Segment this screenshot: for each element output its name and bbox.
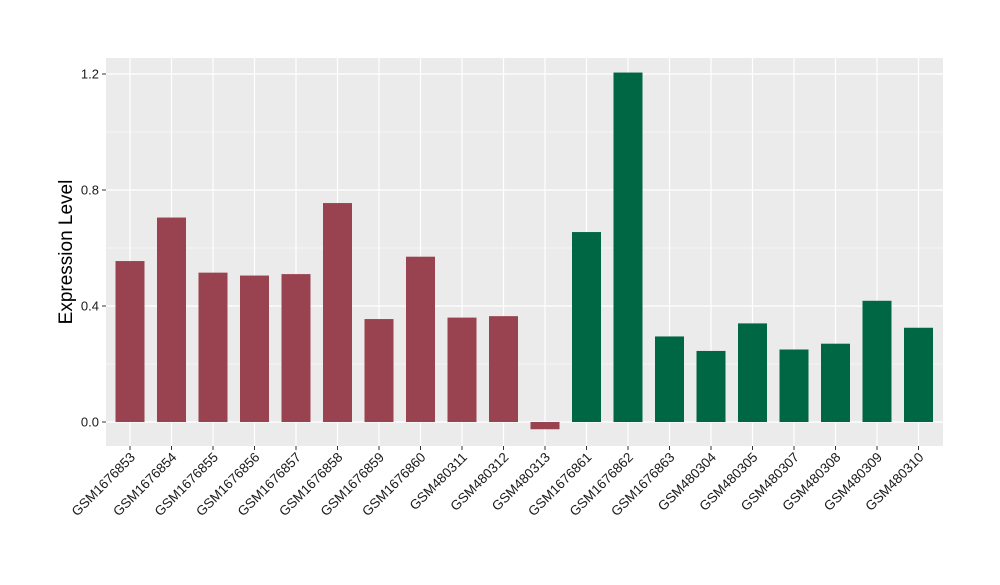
y-tick-label: 1.2 bbox=[81, 67, 99, 82]
bar-GSM480309 bbox=[862, 300, 892, 422]
bar-GSM480313 bbox=[530, 422, 560, 430]
bar-GSM1676862 bbox=[613, 72, 643, 423]
bar-GSM480310 bbox=[904, 327, 933, 422]
bar-GSM1676855 bbox=[198, 272, 228, 422]
y-tick-label: 0.8 bbox=[81, 183, 99, 198]
bar-GSM1676861 bbox=[572, 232, 601, 422]
bar-GSM480311 bbox=[447, 317, 477, 422]
bar-GSM1676859 bbox=[364, 319, 394, 422]
bar-GSM1676860 bbox=[406, 256, 435, 422]
bar-GSM1676858 bbox=[323, 203, 352, 422]
bar-GSM480307 bbox=[779, 349, 809, 422]
y-tick-label: 0.0 bbox=[81, 415, 99, 430]
x-axis: GSM1676853GSM1676854GSM1676855GSM1676856… bbox=[69, 446, 927, 519]
bar-GSM480304 bbox=[696, 350, 726, 422]
bar-GSM480305 bbox=[738, 323, 767, 422]
y-axis-title: Expression Level bbox=[56, 180, 77, 325]
bar-GSM1676863 bbox=[655, 336, 684, 422]
plot-panel bbox=[106, 58, 943, 446]
bars bbox=[115, 72, 933, 430]
bar-GSM480308 bbox=[821, 343, 850, 422]
y-tick-label: 0.4 bbox=[81, 299, 99, 314]
bar-GSM1676853 bbox=[115, 261, 145, 422]
bar-GSM1676856 bbox=[240, 275, 269, 422]
y-axis: 0.0 0.4 0.8 1.2 bbox=[81, 67, 106, 430]
bar-GSM1676857 bbox=[281, 274, 311, 422]
bar-GSM480312 bbox=[489, 316, 518, 422]
bar-GSM1676854 bbox=[157, 217, 186, 422]
